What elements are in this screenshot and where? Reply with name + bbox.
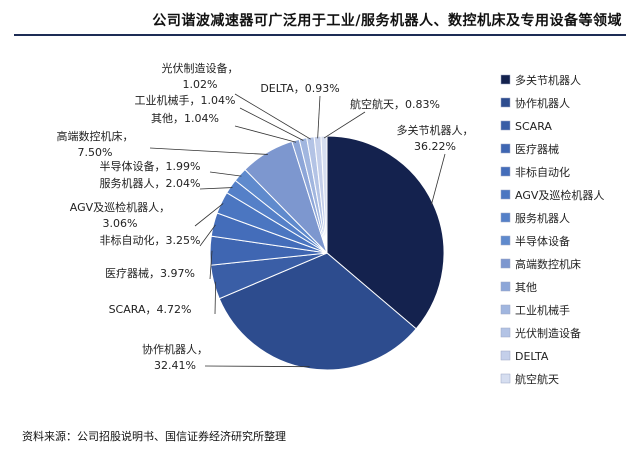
legend-label: 其他 bbox=[515, 281, 537, 294]
data-label-category: 光伏制造设备， bbox=[162, 61, 239, 75]
data-label-value: 1.02% bbox=[183, 78, 218, 91]
legend-swatch bbox=[500, 373, 511, 384]
legend-swatch bbox=[500, 350, 511, 361]
leader-line bbox=[204, 365, 310, 368]
pie-slice bbox=[326, 135, 445, 330]
leader-line bbox=[149, 147, 268, 155]
data-label-category: 协作机器人， bbox=[142, 342, 208, 356]
leader-line bbox=[199, 224, 216, 247]
legend-swatch bbox=[500, 166, 511, 177]
leader-line bbox=[317, 95, 321, 139]
pie-chart: 多关节机器人， 36.22% 协作机器人， 32.41% SCARA，4.72% 医疗器械… bbox=[57, 61, 605, 386]
data-label: 半导体设备，1.99% bbox=[100, 159, 201, 173]
legend-swatch bbox=[500, 74, 511, 85]
legend-label: 工业机械手 bbox=[515, 303, 570, 317]
legend-swatch bbox=[500, 120, 511, 131]
data-label-value: 36.22% bbox=[414, 140, 456, 153]
leader-line bbox=[194, 203, 224, 227]
data-label: DELTA，0.93% bbox=[260, 82, 339, 95]
legend-label: 协作机器人 bbox=[515, 96, 570, 110]
leader-line bbox=[234, 93, 311, 140]
data-label-value: 3.06% bbox=[103, 217, 138, 230]
leader-line bbox=[234, 125, 297, 143]
pie-chart-area: 多关节机器人， 36.22% 协作机器人， 32.41% SCARA，4.72% 医疗器械… bbox=[0, 36, 640, 426]
legend-swatch bbox=[500, 189, 511, 200]
chart-title: 公司谐波减速器可广泛用于工业/服务机器人、数控机床及专用设备等领域 bbox=[152, 13, 622, 29]
legend-label: 非标自动化 bbox=[515, 165, 570, 179]
data-label: 非标自动化，3.25% bbox=[100, 233, 201, 247]
data-label: 航空航天，0.83% bbox=[350, 97, 440, 111]
legend-swatch bbox=[500, 258, 511, 269]
legend-swatch bbox=[500, 143, 511, 154]
legend-label: 航空航天 bbox=[515, 372, 559, 386]
legend-label: 医疗器械 bbox=[515, 142, 559, 156]
legend-swatch bbox=[500, 327, 511, 338]
data-label-category: 高端数控机床， bbox=[57, 129, 134, 143]
leader-line bbox=[323, 111, 366, 139]
title-divider bbox=[14, 34, 626, 36]
data-label-value: 32.41% bbox=[154, 359, 196, 372]
pie-slice bbox=[218, 252, 417, 371]
leader-line bbox=[430, 153, 446, 205]
legend-swatch bbox=[500, 281, 511, 292]
data-label: 工业机械手，1.04% bbox=[135, 93, 236, 107]
data-label-category: AGV及巡检机器人， bbox=[70, 200, 170, 214]
legend-label: 光伏制造设备 bbox=[515, 326, 581, 340]
data-label: 医疗器械，3.97% bbox=[105, 266, 195, 280]
data-label-category: 多关节机器人， bbox=[397, 123, 474, 137]
legend-label: 多关节机器人 bbox=[515, 73, 581, 87]
legend-swatch bbox=[500, 235, 511, 246]
legend-label: SCARA bbox=[515, 120, 552, 133]
data-label-value: 7.50% bbox=[78, 146, 113, 159]
data-label: 其他，1.04% bbox=[151, 112, 219, 125]
legend-swatch bbox=[500, 212, 511, 223]
legend-label: 服务机器人 bbox=[515, 211, 570, 225]
legend-swatch bbox=[500, 304, 511, 315]
data-label: 服务机器人，2.04% bbox=[100, 176, 201, 190]
leader-line bbox=[239, 107, 304, 141]
legend-label: 高端数控机床 bbox=[515, 257, 581, 271]
legend-label: DELTA bbox=[515, 350, 549, 363]
leader-line bbox=[214, 281, 217, 315]
data-label: SCARA，4.72% bbox=[109, 303, 192, 316]
leader-line bbox=[209, 171, 242, 177]
source-note: 资料来源：公司招股说明书、国信证券经济研究所整理 bbox=[22, 430, 286, 443]
leader-line bbox=[209, 250, 213, 280]
legend-label: AGV及巡检机器人 bbox=[515, 188, 604, 202]
legend-label: 半导体设备 bbox=[515, 234, 570, 248]
leader-line bbox=[199, 187, 233, 190]
legend-swatch bbox=[500, 97, 511, 108]
